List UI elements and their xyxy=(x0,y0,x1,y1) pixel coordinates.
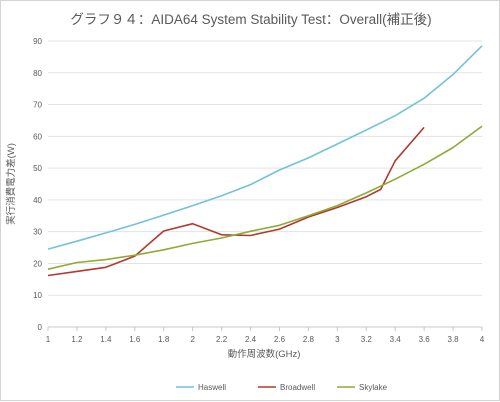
x-tick-label: 1.6 xyxy=(129,335,141,344)
y-tick-label: 10 xyxy=(33,291,42,300)
y-tick-label: 50 xyxy=(33,164,42,173)
y-tick-label: 0 xyxy=(38,323,43,332)
legend-label-broadwell: Broadwell xyxy=(280,383,315,392)
x-tick-label: 3.8 xyxy=(448,335,460,344)
x-tick-label: 2.4 xyxy=(245,335,257,344)
series-line-broadwell xyxy=(47,126,425,277)
y-tick-label: 90 xyxy=(33,37,42,46)
chart-title: グラフ９４：AIDA64 System Stability Test：Overa… xyxy=(70,12,431,27)
x-tick-label: 1.8 xyxy=(158,335,170,344)
x-tick-label: 3 xyxy=(335,335,340,344)
x-tick-label: 1 xyxy=(46,335,51,344)
y-tick-label: 40 xyxy=(33,196,42,205)
y-axis-label: 実行消費電力差(W) xyxy=(5,143,17,225)
series-line-haswell xyxy=(47,45,483,250)
x-tick-label: 3.2 xyxy=(361,335,373,344)
y-tick-label: 30 xyxy=(33,228,42,237)
x-tick-label: 2.6 xyxy=(274,335,286,344)
x-tick-label: 2.8 xyxy=(303,335,315,344)
series-lines xyxy=(47,45,483,277)
axes: 0 10 20 30 40 50 60 70 80 90 1 1.2 1.4 1.6 1.8 2 2.2 2.4 2… xyxy=(33,37,485,344)
y-tick-label: 80 xyxy=(33,69,42,78)
y-tick-label: 20 xyxy=(33,259,42,268)
y-tick-label: 60 xyxy=(33,132,42,141)
gridlines xyxy=(48,40,482,328)
x-tick-label: 4 xyxy=(480,335,485,344)
legend-label-skylake: Skylake xyxy=(359,383,388,392)
x-tick-label: 1.4 xyxy=(100,335,112,344)
y-tick-label: 70 xyxy=(33,101,42,110)
x-tick-label: 3.4 xyxy=(390,335,402,344)
legend-label-haswell: Haswell xyxy=(198,383,226,392)
x-axis-label: 動作周波数(GHz) xyxy=(228,348,301,360)
x-tick-label: 3.6 xyxy=(419,335,431,344)
x-tick-label: 2 xyxy=(190,335,195,344)
x-tick-label: 1.2 xyxy=(71,335,83,344)
legend: Haswell Broadwell Skylake xyxy=(176,383,388,392)
x-tick-label: 2.2 xyxy=(216,335,228,344)
series-line-skylake xyxy=(47,125,483,270)
